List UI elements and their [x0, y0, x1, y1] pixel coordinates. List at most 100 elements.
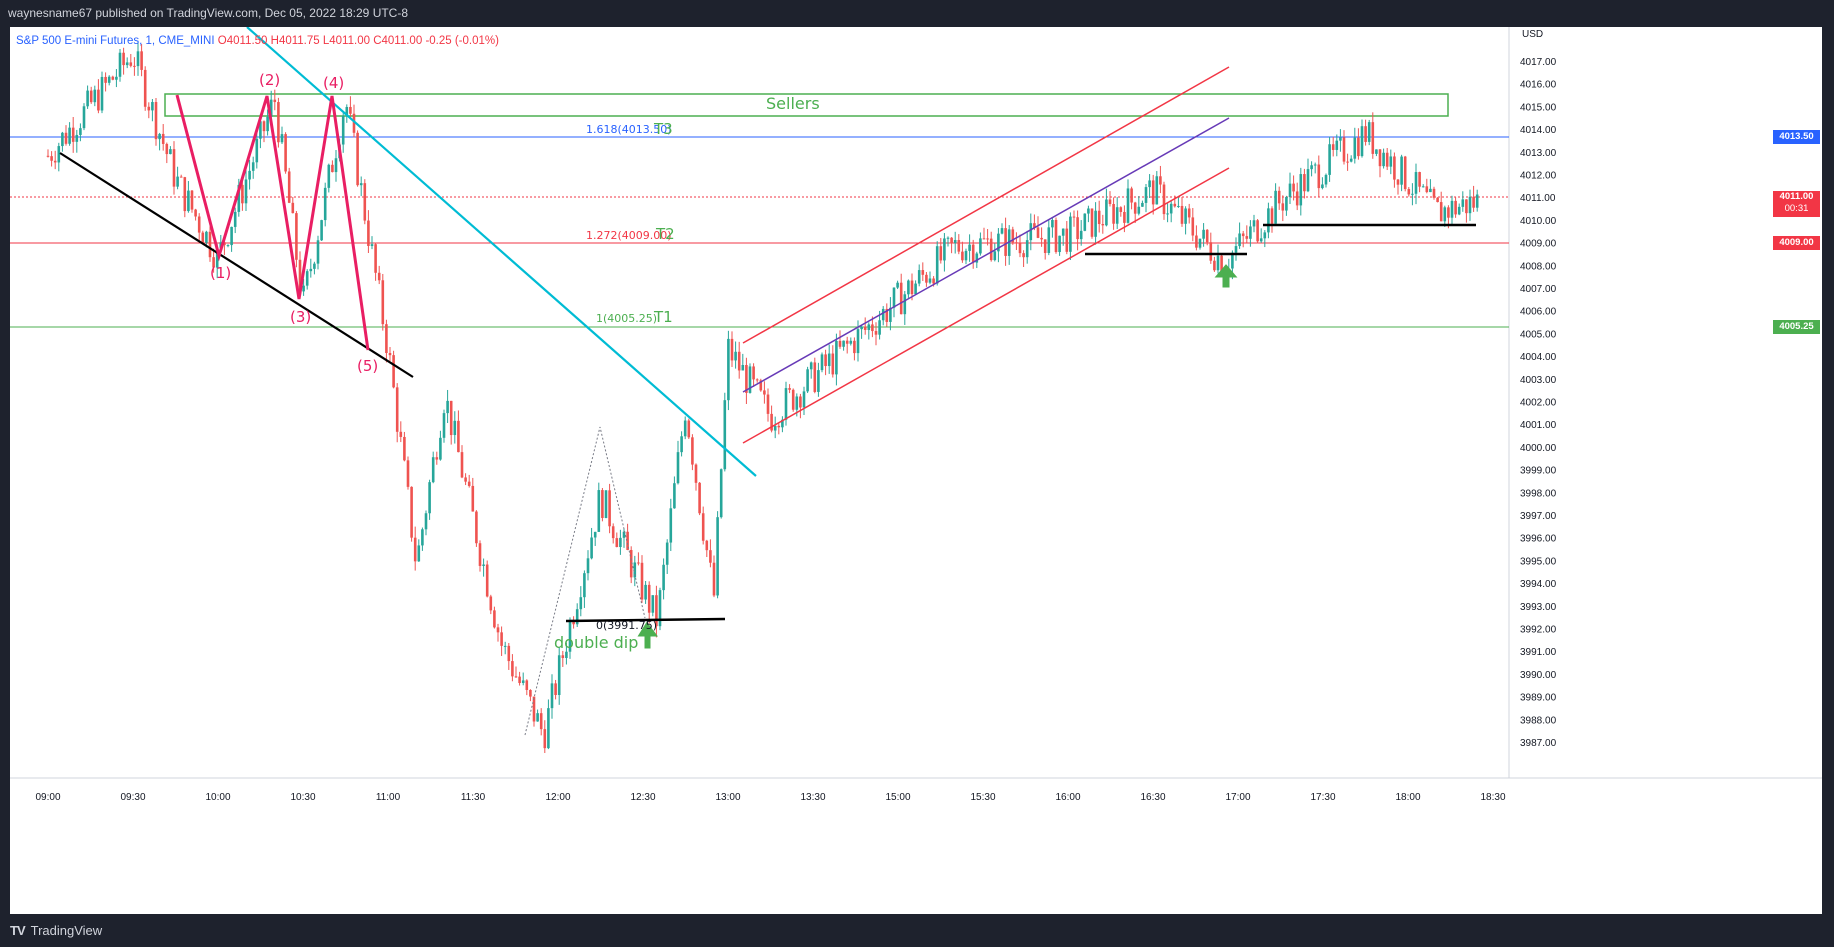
price-tick-label: 4002.00: [1520, 398, 1557, 409]
candle-body: [1331, 144, 1335, 150]
candle-body: [593, 531, 597, 538]
time-tick-label: 11:30: [461, 792, 486, 803]
sellers-label: Sellers: [766, 94, 820, 113]
candle-body: [1382, 152, 1385, 167]
chart-canvas[interactable]: USD 4017.004016.004015.004014.004013.004…: [10, 27, 1822, 914]
candle-body: [1299, 174, 1303, 206]
footer-brand[interactable]: TradingView: [30, 923, 103, 938]
candle-body: [766, 394, 770, 414]
candle-body: [788, 388, 791, 390]
candle-body: [784, 388, 788, 420]
candle-body: [1436, 197, 1439, 203]
close-value: C4011.00: [373, 35, 423, 47]
candle-body: [1065, 228, 1069, 252]
symbol-name[interactable]: S&P 500 E-mini Futures, 1, CME_MINI: [16, 35, 215, 47]
candle-body: [795, 396, 799, 410]
candle-body: [539, 713, 543, 730]
time-tick-label: 12:30: [630, 792, 655, 803]
candle-body: [568, 621, 572, 652]
candle-body: [827, 353, 831, 367]
candle-body: [399, 431, 403, 437]
fib-extension-path[interactable]: [524, 426, 646, 736]
candle-body: [1450, 200, 1454, 218]
candle-body: [781, 419, 784, 428]
price-axis[interactable]: 4017.00 4016.00 4015.00 4014.00 4013.00 4012.…: [1520, 57, 1557, 749]
price-tick-label: 4016.00: [1520, 80, 1557, 91]
candle-body: [1054, 219, 1058, 253]
time-tick-label: 09:30: [120, 792, 145, 803]
elliott-wave-path[interactable]: [175, 94, 370, 351]
candle-body: [1058, 235, 1061, 253]
tradingview-logo-icon[interactable]: TV: [10, 923, 26, 938]
candle-body: [100, 76, 104, 111]
double-dip-support-line[interactable]: [565, 617, 726, 623]
candle-body: [313, 263, 316, 269]
candle-body: [1342, 137, 1346, 162]
candle-body: [935, 246, 939, 284]
candle-body: [709, 550, 712, 563]
symbol-legend[interactable]: S&P 500 E-mini Futures, 1, CME_MINI O401…: [16, 35, 499, 47]
candle-body: [403, 436, 406, 461]
candle-body: [845, 340, 849, 344]
channel-middle-line[interactable]: [742, 117, 1230, 393]
candle-body: [971, 244, 975, 263]
candle-body: [799, 396, 802, 408]
candle-body: [759, 380, 763, 391]
candle-body: [669, 508, 673, 543]
candle-body: [1105, 199, 1108, 226]
candle-body: [716, 517, 719, 596]
candle-body: [57, 146, 61, 163]
candle-body: [1313, 164, 1317, 166]
candle-body: [881, 308, 885, 321]
candle-body: [1087, 208, 1090, 214]
change-value: -0.25 (-0.01%): [425, 35, 499, 47]
candle-body: [327, 164, 331, 188]
price-tick-label: 3990.00: [1520, 670, 1557, 681]
channel-lower-line[interactable]: [742, 167, 1230, 444]
candle-body: [853, 340, 856, 354]
candle-body: [248, 170, 251, 180]
candle-body: [1040, 237, 1043, 240]
price-tick-label: 4004.00: [1520, 352, 1557, 363]
candle-body: [518, 676, 521, 684]
candle-body: [817, 370, 820, 392]
candle-body: [64, 132, 68, 144]
candle-body: [622, 531, 626, 538]
candle-body: [255, 138, 259, 163]
candle-body: [863, 326, 867, 330]
candle-body: [115, 76, 118, 80]
candle-body: [1292, 183, 1295, 192]
candle-body: [262, 121, 266, 132]
candle-body: [1472, 196, 1475, 208]
candle-body: [802, 391, 806, 408]
candle-body: [611, 526, 615, 539]
candle-body: [385, 324, 388, 354]
time-axis[interactable]: 09:00 09:30 10:00 10:30 11:00 11:30 12:00 12:30…: [35, 792, 1505, 803]
candle-body: [968, 244, 971, 251]
candle-body: [1097, 210, 1101, 225]
candle-body: [464, 477, 467, 482]
open-value: O4011.50: [217, 35, 268, 47]
candle-body: [629, 549, 633, 578]
candle-body: [179, 176, 183, 178]
sellers-zone-box[interactable]: [164, 93, 1449, 117]
channel-upper-line[interactable]: [742, 66, 1230, 344]
candle-body: [1364, 126, 1367, 142]
candle-body: [547, 708, 550, 749]
candle-body: [975, 253, 979, 263]
candle-body: [1083, 213, 1087, 231]
candle-body: [295, 213, 298, 260]
candle-body: [1418, 172, 1421, 187]
wave-support-trendline[interactable]: [59, 152, 414, 378]
candle-body: [1133, 202, 1137, 214]
candle-body: [809, 362, 813, 370]
candle-body: [1425, 186, 1429, 193]
fib-t3-label: 1.618(4013.50): [586, 123, 672, 136]
candle-body: [467, 481, 471, 486]
candle-body: [1277, 190, 1281, 204]
chart-area[interactable]: USD 4017.00 4016.00 4015.00 4014.00 4013.00 4…: [10, 27, 1822, 914]
candle-body: [1414, 172, 1418, 194]
candle-body: [237, 184, 241, 212]
candle-body: [223, 242, 226, 246]
candle-body: [1191, 217, 1195, 236]
